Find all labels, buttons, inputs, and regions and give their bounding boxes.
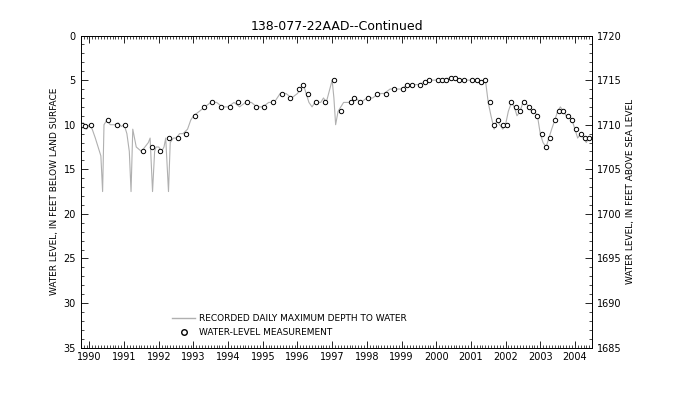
Point: [446, 75, 456, 81]
Point: [328, 77, 339, 83]
Point: [476, 79, 487, 85]
Point: [493, 117, 503, 123]
Point: [371, 90, 382, 97]
Point: [497, 122, 508, 128]
Point: [242, 99, 252, 105]
Point: [515, 108, 526, 115]
Point: [224, 104, 235, 110]
Point: [85, 122, 96, 128]
Point: [454, 77, 465, 83]
Point: [415, 81, 425, 88]
Point: [501, 122, 512, 128]
Point: [79, 123, 90, 130]
Point: [524, 104, 534, 110]
Point: [519, 99, 530, 105]
Title: 138-077-22AAD--Continued: 138-077-22AAD--Continued: [250, 20, 423, 33]
Point: [233, 99, 244, 105]
Point: [215, 104, 226, 110]
Point: [423, 77, 434, 83]
Point: [335, 108, 346, 115]
Point: [484, 99, 495, 105]
Point: [458, 77, 469, 83]
Point: [259, 104, 270, 110]
Point: [579, 135, 590, 141]
Point: [432, 77, 443, 83]
Point: [298, 81, 309, 88]
Point: [103, 117, 114, 123]
Point: [489, 122, 499, 128]
Point: [406, 81, 417, 88]
Point: [528, 108, 538, 115]
Point: [181, 130, 192, 137]
Point: [398, 86, 409, 92]
Point: [198, 104, 209, 110]
Point: [363, 95, 374, 101]
Point: [571, 126, 581, 132]
Legend: RECORDED DAILY MAXIMUM DEPTH TO WATER, WATER-LEVEL MEASUREMENT: RECORDED DAILY MAXIMUM DEPTH TO WATER, W…: [172, 314, 407, 337]
Point: [112, 122, 122, 128]
Point: [480, 77, 491, 83]
Point: [349, 95, 359, 101]
Point: [567, 117, 577, 123]
Point: [120, 122, 131, 128]
Point: [471, 77, 482, 83]
Point: [137, 148, 148, 154]
Point: [267, 99, 278, 105]
Y-axis label: WATER LEVEL, IN FEET ABOVE SEA LEVEL: WATER LEVEL, IN FEET ABOVE SEA LEVEL: [626, 99, 635, 284]
Point: [506, 99, 517, 105]
Point: [583, 135, 594, 141]
Point: [146, 144, 157, 150]
Point: [532, 113, 543, 119]
Point: [285, 95, 295, 101]
Point: [510, 104, 521, 110]
Point: [250, 104, 261, 110]
Point: [207, 99, 217, 105]
Point: [345, 99, 356, 105]
Point: [389, 86, 400, 92]
Point: [536, 130, 547, 137]
Point: [276, 90, 287, 97]
Point: [441, 77, 452, 83]
Point: [77, 122, 87, 128]
Point: [549, 117, 560, 123]
Point: [302, 90, 313, 97]
Point: [562, 113, 573, 119]
Point: [554, 108, 565, 115]
Point: [380, 90, 391, 97]
Point: [311, 99, 322, 105]
Point: [164, 135, 174, 141]
Point: [545, 135, 556, 141]
Point: [540, 144, 551, 150]
Point: [190, 113, 201, 119]
Point: [320, 99, 330, 105]
Point: [155, 148, 166, 154]
Point: [172, 135, 183, 141]
Point: [419, 79, 430, 85]
Point: [558, 108, 569, 115]
Point: [293, 86, 304, 92]
Point: [354, 99, 365, 105]
Point: [437, 77, 448, 83]
Point: [402, 81, 413, 88]
Y-axis label: WATER LEVEL, IN FEET BELOW LAND SURFACE: WATER LEVEL, IN FEET BELOW LAND SURFACE: [50, 88, 59, 295]
Point: [575, 130, 586, 137]
Point: [450, 75, 460, 81]
Point: [467, 77, 478, 83]
